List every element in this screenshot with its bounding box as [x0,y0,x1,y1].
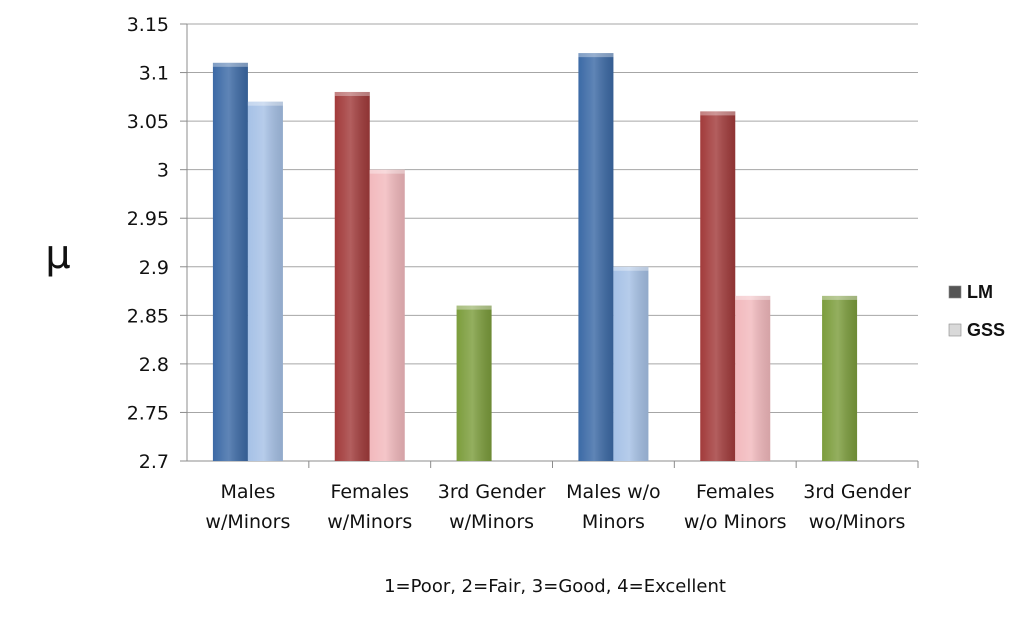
bar-lm [822,295,858,461]
y-axis-ticks: 2.7 2.75 2.8 2.85 2.9 2.95 3 3.05 3.1 3.15 [127,14,169,473]
legend-swatch-lm [948,285,962,299]
x-category-label: Females w/Minors [327,481,412,533]
bar-gss [613,266,649,461]
y-tick-label: 3.1 [139,63,169,85]
y-tick-label: 2.7 [139,451,169,473]
legend-swatch-gss [948,323,962,337]
x-category-label: Females w/o Minors [684,481,787,533]
x-category-label: 3rd Gender wo/Minors [803,481,911,533]
bars [212,53,858,462]
bar-gss [369,169,405,461]
legend-label-gss: GSS [967,320,1005,340]
bar-lm [334,91,370,461]
x-axis-label: 1=Poor, 2=Fair, 3=Good, 4=Excellent [384,576,726,597]
y-tick-label: 3.15 [127,14,169,36]
y-tick-label: 2.85 [127,305,169,327]
bar-lm [700,111,736,462]
legend: LM GSS [948,282,1005,340]
x-axis-categories: Males w/Minors Females w/Minors 3rd Gender w/… [205,481,911,533]
bar-gss [247,101,283,461]
y-tick-label: 2.75 [127,402,169,424]
x-category-label: Males w/o Minors [566,481,661,533]
y-tick-label: 2.9 [139,257,169,279]
y-tick-label: 3.05 [127,111,169,133]
legend-label-lm: LM [967,282,993,302]
y-axis-label: μ [45,232,70,278]
bar-lm [456,305,492,461]
bar-lm [212,62,248,461]
gridlines [180,23,919,468]
y-tick-label: 3 [157,160,169,182]
x-category-label: Males w/Minors [205,481,290,533]
bar-lm [578,53,614,462]
x-category-label: 3rd Gender w/Minors [438,481,546,533]
y-tick-label: 2.95 [127,208,169,230]
y-tick-label: 2.8 [139,354,169,376]
bar-gss [735,295,771,461]
